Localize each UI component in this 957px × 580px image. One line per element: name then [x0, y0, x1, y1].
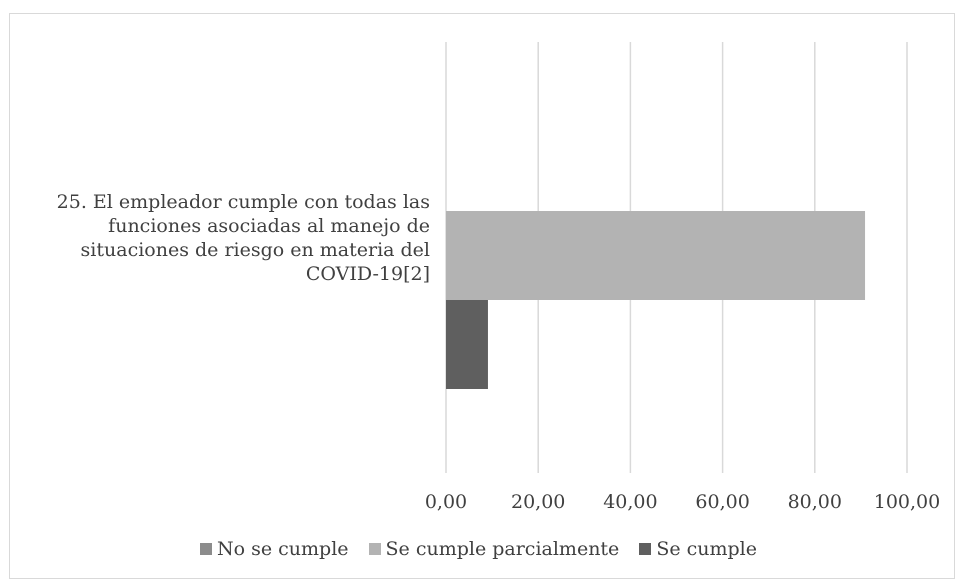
bar-se-cumple-parcialmente — [446, 211, 866, 300]
legend-label-se-cumple: Se cumple — [656, 538, 757, 560]
x-tick-label: 20,00 — [511, 491, 565, 513]
x-tick-label: 80,00 — [788, 491, 842, 513]
legend-label-se-cumple-parcialmente: Se cumple parcialmente — [385, 538, 620, 560]
x-tick-label: 60,00 — [695, 491, 749, 513]
x-tick-label: 100,00 — [874, 491, 940, 513]
x-tick-label: 40,00 — [603, 491, 657, 513]
x-tick-label: 0,00 — [425, 491, 467, 513]
legend-swatch-se-cumple — [639, 543, 652, 555]
legend-swatch-se-cumple-parcialmente — [368, 543, 381, 555]
legend-item-no-se-cumple: No se cumple — [200, 538, 349, 560]
bar-se-cumple — [446, 300, 488, 389]
legend-label-no-se-cumple: No se cumple — [217, 538, 349, 560]
bars — [446, 211, 866, 389]
legend-swatch-no-se-cumple — [200, 543, 212, 555]
x-axis-ticks: 0,00 20,00 40,00 60,00 80,00 100,00 — [425, 491, 940, 513]
legend: No se cumple Se cumple parcialmente Se c… — [0, 538, 957, 560]
legend-item-se-cumple-parcialmente: Se cumple parcialmente — [368, 538, 620, 560]
legend-item-se-cumple: Se cumple — [639, 538, 757, 560]
category-label: 25. El empleador cumple con todas las fu… — [56, 191, 430, 285]
